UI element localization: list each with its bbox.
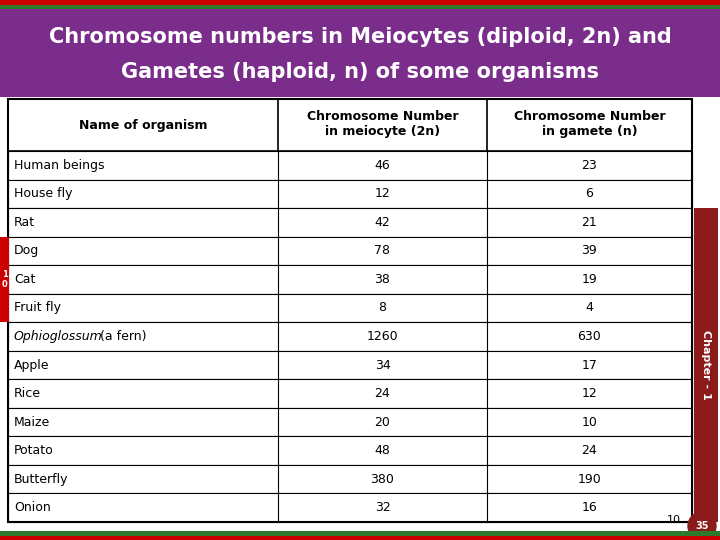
Circle shape (688, 512, 716, 540)
Bar (8, 408, 692, 436)
Text: 190: 190 (577, 472, 601, 485)
Text: 4: 4 (585, 301, 593, 314)
Bar (0, 0, 720, 5)
Text: 34: 34 (374, 359, 390, 372)
Text: 32: 32 (374, 501, 390, 514)
Bar (8, 379, 692, 408)
Bar (8, 237, 692, 265)
Bar (8, 494, 692, 522)
Bar (694, 208, 718, 522)
Text: 78: 78 (374, 245, 390, 258)
Text: Fruit fly: Fruit fly (14, 301, 61, 314)
Bar (8, 322, 692, 351)
Text: 48: 48 (374, 444, 390, 457)
Text: 380: 380 (371, 472, 395, 485)
Text: Human beings: Human beings (14, 159, 104, 172)
Text: House fly: House fly (14, 187, 73, 200)
Text: 19: 19 (582, 273, 598, 286)
Text: Chromosome numbers in Meiocytes (diploid, 2n) and: Chromosome numbers in Meiocytes (diploid… (49, 27, 671, 47)
Text: 17: 17 (582, 359, 598, 372)
Bar (8, 208, 692, 237)
Text: 8: 8 (379, 301, 387, 314)
Bar (0, 9, 720, 97)
Text: Name of organism: Name of organism (79, 118, 207, 132)
Bar (8, 351, 692, 379)
Text: 21: 21 (582, 216, 598, 229)
Bar (8, 151, 692, 179)
Bar (8, 436, 692, 465)
Text: 24: 24 (374, 387, 390, 400)
Text: 42: 42 (374, 216, 390, 229)
Text: 16: 16 (582, 501, 598, 514)
Text: 12: 12 (374, 187, 390, 200)
Text: Chapter - 1: Chapter - 1 (701, 330, 711, 400)
Text: 35: 35 (696, 521, 708, 531)
Text: Gametes (haploid, n) of some organisms: Gametes (haploid, n) of some organisms (121, 62, 599, 83)
Bar (0, 237, 9, 322)
Text: 6: 6 (585, 187, 593, 200)
Text: 1260: 1260 (366, 330, 398, 343)
Bar (0, 536, 720, 540)
Bar (8, 99, 692, 151)
Text: 10: 10 (667, 515, 681, 525)
Text: 20: 20 (374, 416, 390, 429)
Text: Potato: Potato (14, 444, 54, 457)
Text: 38: 38 (374, 273, 390, 286)
Text: 39: 39 (582, 245, 598, 258)
Text: Rat: Rat (14, 216, 35, 229)
Text: 630: 630 (577, 330, 601, 343)
Text: Onion: Onion (14, 501, 50, 514)
Bar (0, 5, 720, 9)
Text: 46: 46 (374, 159, 390, 172)
Bar (8, 179, 692, 208)
Text: Cat: Cat (14, 273, 35, 286)
Bar (0, 531, 720, 536)
Text: 23: 23 (582, 159, 598, 172)
Text: Ophioglossum: Ophioglossum (14, 330, 103, 343)
Text: Apple: Apple (14, 359, 50, 372)
Text: 24: 24 (582, 444, 598, 457)
Text: 12: 12 (582, 387, 598, 400)
Text: Maize: Maize (14, 416, 50, 429)
Text: Rice: Rice (14, 387, 41, 400)
Text: Chromosome Number
in meiocyte (2n): Chromosome Number in meiocyte (2n) (307, 110, 459, 138)
Bar (8, 265, 692, 294)
Text: 10: 10 (582, 416, 598, 429)
Bar (8, 99, 692, 522)
Bar (8, 465, 692, 494)
Text: Chromosome Number
in gamete (n): Chromosome Number in gamete (n) (513, 110, 665, 138)
Bar (8, 294, 692, 322)
Text: (a fern): (a fern) (96, 330, 146, 343)
Text: Dog: Dog (14, 245, 40, 258)
Text: 1
0: 1 0 (1, 269, 7, 289)
Text: Butterfly: Butterfly (14, 472, 68, 485)
